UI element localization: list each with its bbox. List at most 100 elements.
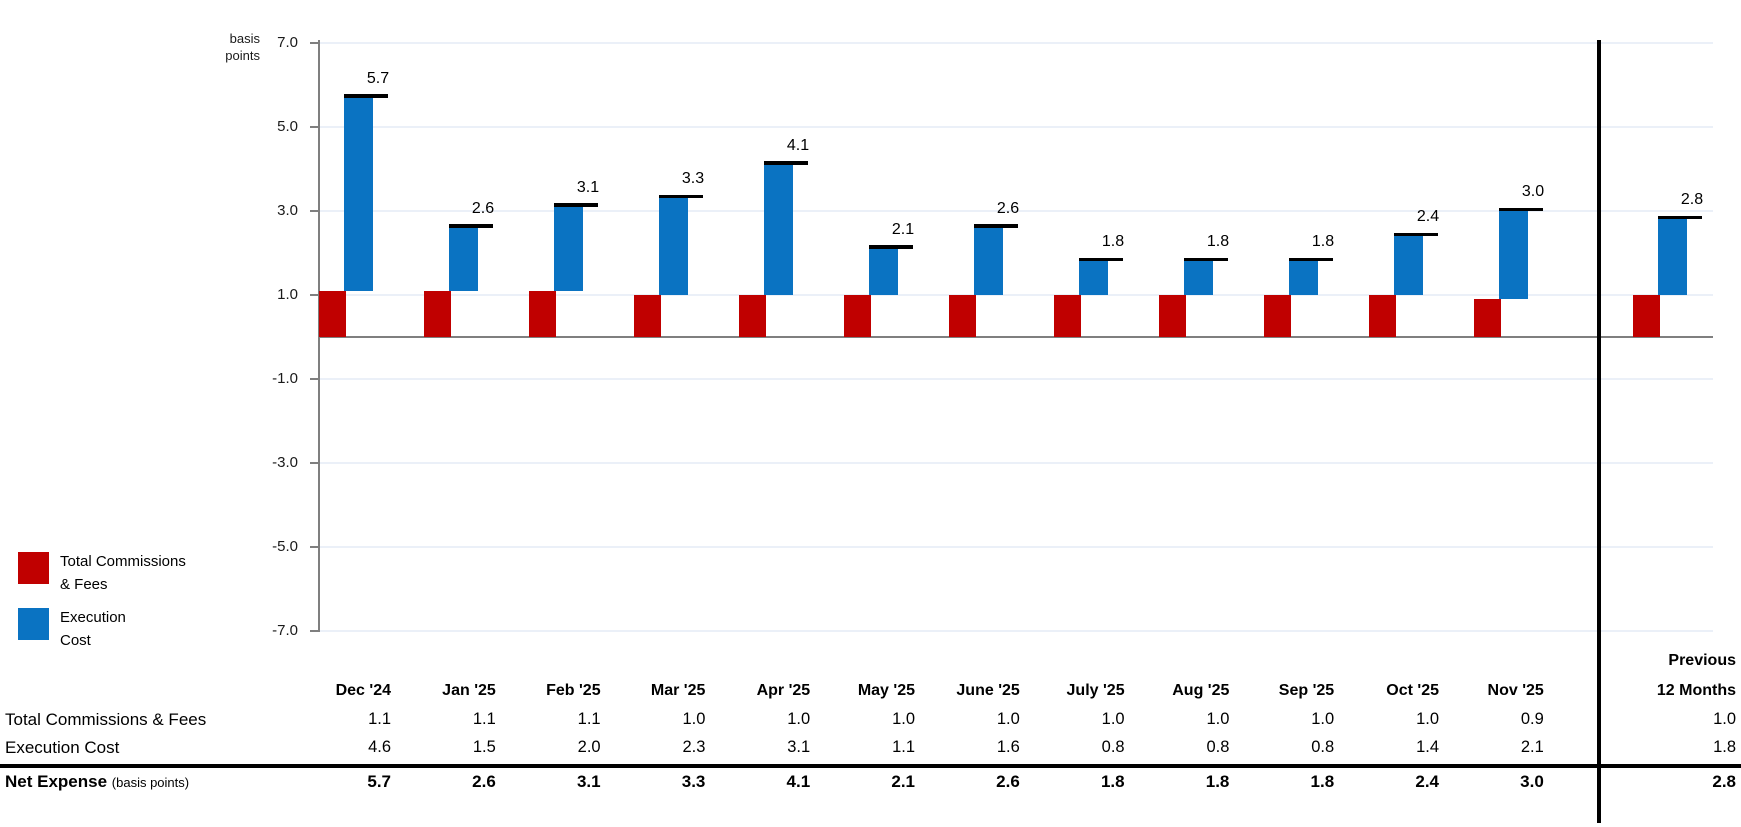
y-tick-label: -3.0 <box>272 454 298 471</box>
gridline <box>319 294 1713 296</box>
table-col-header: June '25 <box>956 682 1020 699</box>
gridline <box>319 546 1713 548</box>
fees-cell: 1.0 <box>1713 710 1736 728</box>
execution-bar <box>659 198 688 295</box>
gridline <box>319 126 1713 128</box>
table-col-header: Feb '25 <box>546 682 601 699</box>
table-col-header: Sep '25 <box>1278 682 1335 699</box>
table-col-header: Nov '25 <box>1487 682 1544 699</box>
table-col-header: Dec '24 <box>335 682 391 699</box>
net-expense-cell: 2.1 <box>891 772 915 791</box>
fees-legend-swatch <box>18 552 49 584</box>
fees-cell: 1.0 <box>1101 710 1125 728</box>
zero-baseline <box>319 336 1713 338</box>
net-expense-value-label: 3.1 <box>576 178 600 196</box>
net-expense-cell: 1.8 <box>1310 772 1335 791</box>
fees-cell: 1.0 <box>1206 710 1230 728</box>
net-expense-cap <box>1394 232 1438 237</box>
y-axis-tick <box>310 378 319 380</box>
execution-cell: 1.5 <box>472 738 496 756</box>
net-expense-cell: 5.7 <box>367 772 391 791</box>
execution-cell: 1.4 <box>1416 738 1439 756</box>
execution-cell: 3.1 <box>787 738 811 756</box>
y-tick-label: 1.0 <box>277 286 298 303</box>
fees-cell: 1.0 <box>1311 710 1335 728</box>
execution-bar <box>554 206 583 291</box>
net-expense-value-label: 2.1 <box>891 220 915 238</box>
table-row-label-execution: Execution Cost <box>5 738 120 757</box>
fees-cell: 1.0 <box>892 710 915 728</box>
fees-bar <box>1633 295 1660 337</box>
execution-cell: 0.8 <box>1206 738 1230 756</box>
execution-legend-swatch <box>18 608 49 640</box>
execution-cell: 0.8 <box>1101 738 1125 756</box>
fees-cell: 0.9 <box>1520 710 1544 728</box>
execution-legend-label: Execution Cost <box>60 609 126 649</box>
period-separator-line <box>1597 40 1601 823</box>
fees-cell: 1.1 <box>368 710 391 728</box>
y-axis-tick <box>310 126 319 128</box>
fees-bar <box>1474 299 1501 337</box>
gridline <box>319 210 1713 212</box>
fees-bar <box>1264 295 1291 337</box>
net-expense-cell: 2.4 <box>1415 772 1439 791</box>
y-axis-unit-label: basis points <box>178 30 260 64</box>
net-expense-cap <box>554 203 598 207</box>
legend-item-fees: Total Commissions & Fees <box>18 550 238 600</box>
execution-cell: 2.0 <box>577 738 601 756</box>
unit-label-line1: basis <box>229 31 260 46</box>
gridline <box>319 42 1713 44</box>
table-col-header: Jan '25 <box>442 682 496 699</box>
execution-bar <box>1079 261 1108 295</box>
execution-cell: 1.6 <box>996 738 1020 756</box>
y-axis-tick <box>310 210 319 212</box>
net-expense-cell: 1.8 <box>1205 772 1230 791</box>
net-expense-value-label: 2.6 <box>996 199 1020 217</box>
net-expense-cap <box>659 194 703 199</box>
gridline <box>319 630 1713 632</box>
fees-bar <box>1159 295 1186 337</box>
table-col-header: July '25 <box>1066 682 1125 699</box>
table-row-label-net-expense: Net Expense (basis points) <box>5 772 190 791</box>
net-expense-value-label: 2.4 <box>1416 208 1440 226</box>
fees-legend-label: Total Commissions & Fees <box>60 553 186 593</box>
y-tick-label: -1.0 <box>272 370 298 387</box>
fees-bar <box>739 295 766 337</box>
net-expense-cap <box>1499 207 1543 211</box>
net-expense-cap <box>764 161 808 165</box>
execution-bar <box>869 248 898 295</box>
net-expense-cap <box>1079 257 1123 262</box>
net-expense-cell: 1.8 <box>1100 772 1125 791</box>
net-expense-cap <box>449 224 493 228</box>
fees-bar <box>1054 295 1081 337</box>
y-tick-label: 7.0 <box>277 34 298 51</box>
fees-bar <box>949 295 976 337</box>
net-expense-value-label: 3.0 <box>1521 183 1545 200</box>
y-tick-label: 3.0 <box>277 202 298 219</box>
y-axis-tick <box>310 462 319 464</box>
y-tick-label: -5.0 <box>272 538 298 555</box>
fees-cell: 1.0 <box>682 710 706 728</box>
y-axis-tick <box>310 630 319 632</box>
table-col-header: Aug '25 <box>1172 682 1230 699</box>
fees-cell: 1.1 <box>577 710 601 728</box>
net-expense-cell: 2.6 <box>472 772 496 791</box>
y-tick-label: 5.0 <box>277 118 298 135</box>
legend-item-execution: Execution Cost <box>18 606 238 656</box>
execution-bar <box>344 97 373 291</box>
net-expense-value-label: 2.6 <box>471 199 495 217</box>
table-col-header: Oct '25 <box>1386 682 1439 699</box>
execution-bar <box>1394 236 1423 295</box>
table-col-header: May '25 <box>857 682 915 699</box>
execution-bar <box>974 227 1003 295</box>
fees-bar <box>319 290 346 337</box>
fees-cell: 1.1 <box>472 710 496 728</box>
fees-cell: 1.0 <box>787 710 811 728</box>
fees-bar <box>529 290 556 337</box>
fees-cell: 1.0 <box>996 710 1020 728</box>
execution-cell: 1.8 <box>1713 738 1736 756</box>
gridline <box>319 462 1713 464</box>
execution-bar <box>1499 211 1528 300</box>
execution-cell: 2.3 <box>682 738 706 756</box>
